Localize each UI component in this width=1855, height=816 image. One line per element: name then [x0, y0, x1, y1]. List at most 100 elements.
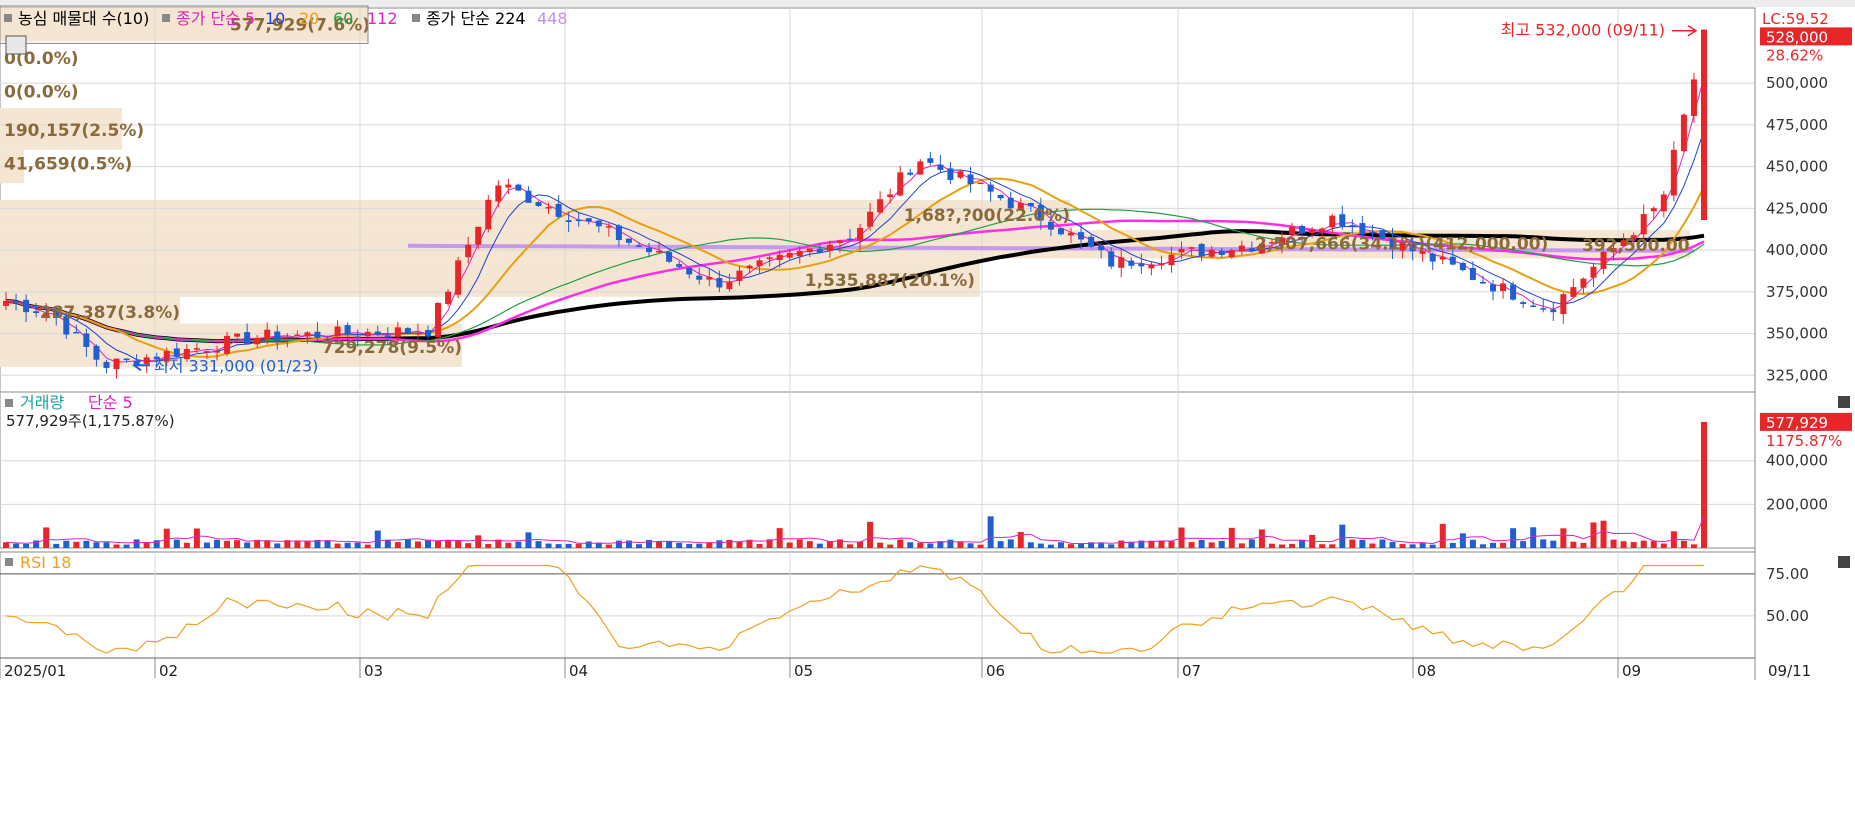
volume-bar: [1268, 543, 1275, 548]
volume-bar: [555, 544, 562, 548]
volume-bar: [1017, 531, 1024, 548]
volume-bar: [334, 543, 341, 548]
candle-body: [967, 174, 974, 185]
volume-bar: [163, 528, 170, 548]
candle-body: [1309, 229, 1316, 234]
candle-body: [1510, 284, 1517, 300]
volume-bar: [1610, 539, 1617, 548]
volume-bar: [133, 539, 140, 548]
volume-bar: [1037, 543, 1044, 548]
candle-body: [1299, 225, 1306, 234]
legend-item[interactable]: 112: [367, 9, 398, 28]
candle-body: [304, 332, 311, 337]
month-label: 09: [1622, 662, 1641, 680]
candle-body: [1469, 267, 1476, 280]
candle-body: [897, 172, 904, 196]
volume-title: 거래량: [20, 393, 64, 412]
candle-body: [23, 299, 30, 313]
candle-body: [1148, 264, 1155, 269]
volume-profile-bar: [0, 108, 122, 150]
legend-item[interactable]: 농심 매물대 수(10): [18, 9, 149, 28]
volume-bar: [937, 541, 944, 548]
candle-body: [344, 325, 351, 335]
volume-bar: [33, 540, 40, 548]
candle-body: [686, 267, 693, 275]
candle-body: [193, 348, 200, 350]
candle-body: [1208, 249, 1215, 257]
candle-body: [1248, 248, 1255, 251]
legend-item[interactable]: 448: [537, 9, 568, 28]
candle-body: [93, 345, 100, 360]
volume-profile-label: 287,387(3.8%): [40, 303, 180, 323]
candle-body: [1500, 283, 1507, 291]
legend-item[interactable]: 20: [299, 9, 319, 28]
min-price-note: 최저 331,000 (01/23): [154, 356, 318, 375]
volume-bar: [1098, 542, 1105, 548]
legend-item[interactable]: 10: [265, 9, 285, 28]
volume-profile-label: 190,157(2.5%): [4, 121, 144, 141]
volume-bar: [424, 539, 431, 548]
volume-bar: [1570, 541, 1577, 548]
candle-body: [1449, 256, 1456, 265]
candle-body: [1228, 250, 1235, 258]
volume-bar: [1530, 527, 1537, 548]
volume-bar: [646, 539, 653, 548]
rsi-close-icon[interactable]: [1838, 556, 1850, 568]
candle-body: [1198, 243, 1205, 257]
candle-body: [505, 184, 512, 188]
volume-bar: [977, 544, 984, 548]
volume-bar: [213, 539, 220, 548]
candle-body: [515, 184, 522, 191]
volume-bar: [1600, 520, 1607, 548]
candle-body: [485, 199, 492, 230]
legend-item[interactable]: 60: [333, 9, 353, 28]
candle-body: [1238, 245, 1245, 252]
candle-body: [1389, 237, 1396, 250]
candle-body: [646, 247, 653, 253]
volume-bar: [746, 539, 753, 548]
volume-bar: [1359, 539, 1366, 548]
candle-body: [1540, 308, 1547, 310]
candle-body: [455, 260, 462, 295]
candle-body: [445, 291, 452, 304]
table-icon[interactable]: [5, 35, 27, 55]
volume-bar: [696, 543, 703, 548]
candle-body: [726, 281, 733, 290]
volume-bar: [1459, 533, 1466, 548]
rsi-line: [5, 564, 1704, 654]
candle-body: [776, 254, 783, 261]
candle-body: [3, 300, 9, 306]
volume-profile-label: 729,278(9.5%): [322, 338, 462, 358]
candle-body: [1188, 247, 1195, 249]
month-label: 03: [364, 662, 383, 680]
last-candle: [1701, 29, 1707, 221]
legend-item[interactable]: 종가 단순 5: [176, 9, 255, 28]
candle-body: [334, 326, 341, 337]
volume-bar: [1218, 540, 1225, 548]
volume-bar: [13, 543, 20, 548]
volume-bar: [927, 543, 934, 548]
volume-profile-label: 1,535,887(20.1%): [805, 271, 975, 291]
candle-body: [1158, 263, 1165, 266]
volume-close-icon[interactable]: [1838, 396, 1850, 408]
candle-body: [465, 244, 472, 258]
volume-bar: [515, 541, 522, 548]
candle-body: [274, 331, 281, 341]
volume-bar: [123, 544, 130, 548]
volume-bar: [485, 543, 492, 548]
volume-bar: [1580, 542, 1587, 548]
candle-body: [917, 161, 924, 175]
profile-price-note: 392,500.00: [1582, 236, 1690, 256]
candle-body: [1359, 223, 1366, 235]
volume-bar: [264, 540, 271, 548]
volume-bar: [776, 528, 783, 548]
volume-bar: [1369, 543, 1376, 548]
legend-item[interactable]: 종가 단순 224: [426, 9, 526, 28]
candle-body: [384, 335, 391, 338]
volume-bar: [254, 539, 261, 548]
volume-bar: [676, 542, 683, 548]
lc-readout: LC:59.52: [1762, 10, 1829, 28]
volume-bar: [565, 543, 572, 548]
